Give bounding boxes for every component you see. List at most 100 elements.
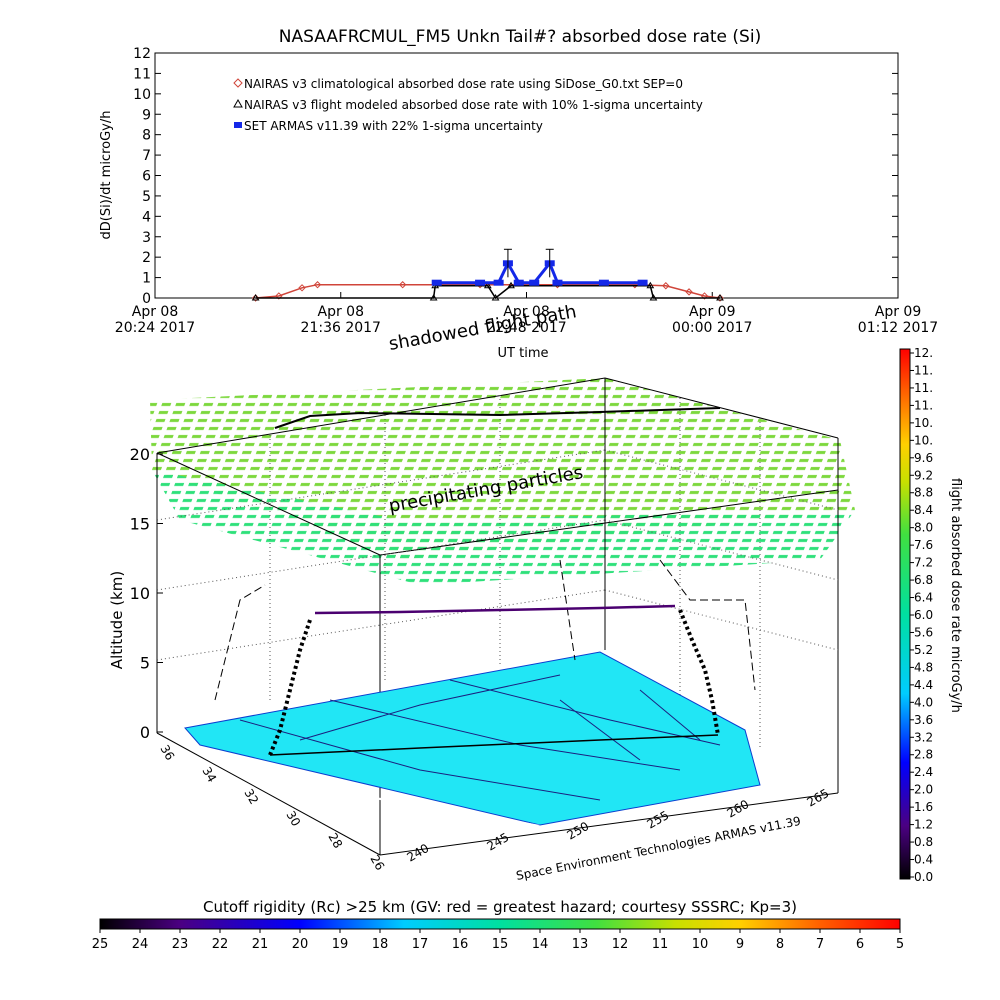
- data-point: [298, 284, 306, 292]
- grid-lines: [156, 395, 839, 750]
- z-tick-label: 0: [140, 723, 150, 742]
- data-point: [637, 279, 648, 286]
- colorbar-tick-label: 11.: [914, 381, 933, 395]
- colorbar-tick-label: 5.2: [914, 643, 933, 657]
- rigidity-tick-label: 6: [856, 937, 864, 952]
- z-axis-label: Altitude (km): [108, 571, 126, 669]
- rigidity-tick-label: 16: [452, 937, 469, 952]
- legend: NAIRAS v3 climatological absorbed dose r…: [233, 77, 703, 133]
- data-point: [275, 292, 283, 300]
- rigidity-tick-label: 11: [652, 937, 669, 952]
- legend-label: NAIRAS v3 climatological absorbed dose r…: [244, 77, 683, 91]
- flight-3d-plot: shadowed flight path precipitating parti…: [108, 301, 855, 883]
- rigidity-tick-label: 12: [612, 937, 629, 952]
- dose-rate-chart: NASAAFRCMUL_FM5 Unkn Tail#? absorbed dos…: [99, 27, 938, 361]
- colorbar-ticks: 0.0 0.4 0.8 1.2 1.6 2.0 2.4 2.8 3.2 3.6 4.0 4.4 4.8 5…: [910, 346, 933, 884]
- colorbar-tick-label: 10.: [914, 433, 933, 447]
- z-tick-label: 10: [130, 584, 150, 603]
- colorbar-tick-label: 6.0: [914, 608, 933, 622]
- rigidity-gradient: [99, 918, 901, 930]
- colorbar-gradient: [899, 348, 911, 880]
- x-tick-label-time: 22:48 2017: [486, 320, 566, 336]
- x-axis-label: UT time: [498, 346, 549, 361]
- data-point: [507, 281, 515, 289]
- y-tick-label: 2: [142, 250, 151, 266]
- x-tick-label-time: 21:36 2017: [301, 320, 381, 336]
- colorbar-tick-label: 11.: [914, 398, 933, 412]
- z-tick-label: 5: [140, 654, 150, 673]
- data-point: [431, 279, 442, 286]
- colorbar-tick-label: 7.2: [914, 556, 933, 570]
- rigidity-tick-label: 22: [212, 937, 229, 952]
- rigidity-ticks: 25 24 23 22 21 20 19 18 17 16 15 14 13 12 11 10 9 8 7 6 5: [92, 929, 904, 952]
- rigidity-title: Cutoff rigidity (Rc) >25 km (GV: red = g…: [203, 898, 797, 916]
- shadowed-flight-path: [214, 559, 756, 701]
- y-tick-label: 5: [142, 189, 151, 205]
- x-tick-label-date: Apr 08: [318, 304, 364, 320]
- legend-entry: SET ARMAS v11.39 with 22% 1-sigma uncert…: [234, 119, 543, 133]
- rigidity-tick-label: 18: [372, 937, 389, 952]
- data-point: [251, 294, 260, 301]
- shadow-path-top: [274, 407, 721, 429]
- x-tick-label-time: 20:24 2017: [115, 320, 195, 336]
- lon-tick-label: 260: [725, 797, 752, 821]
- lat-tick-label: 34: [199, 765, 219, 785]
- colorbar-tick-label: 1.2: [914, 818, 933, 832]
- series-triangle: [251, 281, 724, 301]
- colorbar-tick-label: 11.: [914, 363, 933, 377]
- flight-track-climb: [268, 619, 312, 756]
- colorbar-tick-label: 9.2: [914, 468, 933, 482]
- legend-marker: [234, 122, 242, 128]
- y-tick-label: 4: [142, 209, 151, 225]
- lon-tick-label: 265: [805, 786, 832, 810]
- dose-colorbar: 0.0 0.4 0.8 1.2 1.6 2.0 2.4 2.8 3.2 3.6 4.0 4.4 4.8 5…: [899, 346, 963, 884]
- x-tick-label-date: Apr 09: [689, 304, 735, 320]
- data-point: [483, 281, 492, 289]
- rigidity-tick-label: 23: [172, 937, 189, 952]
- legend-entry: NAIRAS v3 climatological absorbed dose r…: [233, 77, 683, 91]
- box-frame: [156, 377, 839, 856]
- colorbar-tick-label: 2.4: [914, 765, 933, 779]
- data-point: [491, 294, 500, 301]
- colorbar-tick-label: 12.: [914, 346, 933, 360]
- precipitating-particles-layer-lower: [152, 470, 855, 585]
- data-point: [429, 294, 438, 301]
- y-tick-label: 3: [142, 230, 151, 246]
- data-point: [313, 281, 322, 289]
- y-tick-label: 6: [142, 169, 151, 185]
- colorbar-tick-label: 0.8: [914, 835, 933, 849]
- x-tick-label-date: Apr 08: [132, 304, 178, 320]
- lon-tick-label: 245: [485, 830, 512, 854]
- data-point: [475, 279, 486, 286]
- rigidity-tick-label: 13: [572, 937, 589, 952]
- data-point: [513, 279, 524, 286]
- colorbar-tick-label: 0.0: [914, 870, 933, 884]
- rigidity-tick-label: 24: [132, 937, 149, 952]
- z-tick-label: 15: [130, 515, 150, 534]
- rigidity-tick-label: 20: [292, 937, 309, 952]
- colorbar-tick-label: 0.4: [914, 853, 933, 867]
- y-tick-label: 0: [142, 291, 151, 307]
- lat-tick-label: 28: [325, 831, 345, 851]
- y-tick-label: 12: [133, 46, 151, 62]
- lon-tick-label: 240: [405, 841, 432, 865]
- colorbar-tick-label: 4.0: [914, 695, 933, 709]
- lat-tick-label: 36: [157, 743, 177, 763]
- lon-tick-label: 255: [645, 808, 672, 832]
- data-point: [662, 282, 670, 290]
- legend-label: SET ARMAS v11.39 with 22% 1-sigma uncert…: [244, 119, 543, 133]
- colorbar-tick-label: 4.8: [914, 660, 933, 674]
- colorbar-tick-label: 6.8: [914, 573, 933, 587]
- colorbar-tick-label: 3.6: [914, 713, 933, 727]
- colorbar-tick-label: 6.4: [914, 591, 933, 605]
- data-point: [529, 279, 540, 286]
- legend-entry: NAIRAS v3 flight modeled absorbed dose r…: [233, 98, 703, 112]
- lat-tick-label: 26: [367, 853, 387, 873]
- y-tick-label: 1: [142, 271, 151, 287]
- colorbar-tick-label: 8.4: [914, 503, 933, 517]
- z-tick-label: 20: [130, 445, 150, 464]
- rigidity-tick-label: 17: [412, 937, 429, 952]
- colorbar-label: flight absorbed dose rate microGy/h: [948, 478, 963, 713]
- x-tick-label-date: Apr 09: [875, 304, 921, 320]
